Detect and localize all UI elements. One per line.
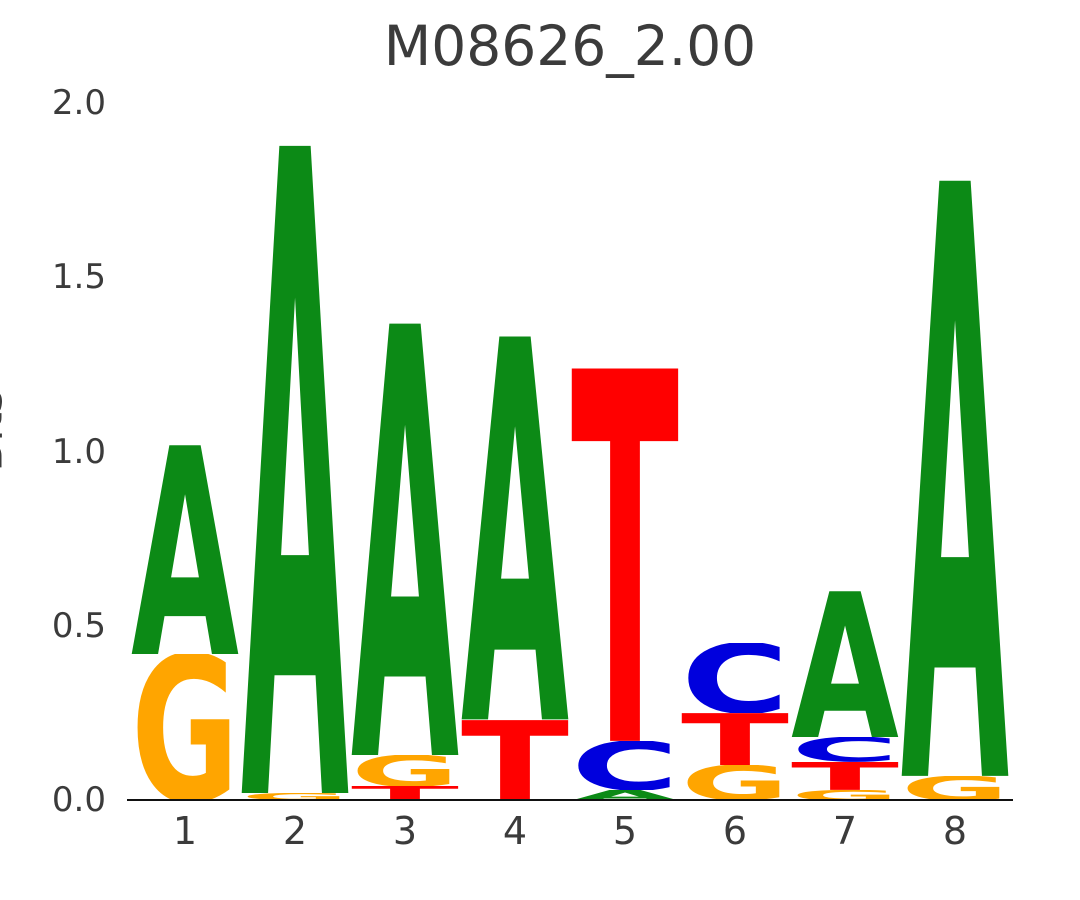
svg-text:A: A bbox=[791, 591, 899, 737]
logo-letter-T: T bbox=[351, 786, 459, 800]
x-tick-label: 2 bbox=[282, 809, 308, 853]
svg-text:C: C bbox=[571, 741, 679, 790]
logo-letter-A: A bbox=[351, 323, 459, 755]
y-tick-label: 1.5 bbox=[51, 257, 106, 298]
svg-text:G: G bbox=[351, 755, 459, 786]
x-tick-label: 8 bbox=[942, 809, 968, 853]
logo-letter-A: A bbox=[901, 180, 1009, 776]
logo-letter-C: C bbox=[571, 741, 679, 790]
logo-letter-A: A bbox=[571, 790, 679, 800]
logo-letter-C: C bbox=[791, 737, 899, 761]
logo-letter-G: G bbox=[791, 790, 899, 800]
logo-letter-A: A bbox=[241, 145, 349, 793]
chart-title: M08626_2.00 bbox=[383, 14, 757, 78]
logo-letter-G: G bbox=[351, 755, 459, 786]
logo-letter-T: T bbox=[791, 762, 899, 790]
svg-text:A: A bbox=[131, 445, 239, 654]
svg-text:G: G bbox=[901, 776, 1009, 800]
logo-letter-T: T bbox=[571, 368, 679, 741]
x-tick-label: 7 bbox=[832, 809, 858, 853]
svg-text:G: G bbox=[681, 765, 789, 800]
y-tick-label: 1.0 bbox=[51, 431, 106, 472]
svg-text:C: C bbox=[791, 737, 899, 761]
logo-letter-C: C bbox=[681, 643, 789, 713]
y-tick-label: 0.5 bbox=[51, 605, 106, 646]
svg-text:G: G bbox=[791, 790, 899, 800]
svg-text:G: G bbox=[131, 654, 239, 800]
svg-text:G: G bbox=[241, 793, 349, 800]
svg-text:A: A bbox=[461, 336, 569, 719]
svg-text:T: T bbox=[791, 762, 899, 790]
logo-letter-G: G bbox=[901, 776, 1009, 800]
logo-letter-G: G bbox=[241, 793, 349, 800]
x-tick-label: 5 bbox=[612, 809, 638, 853]
svg-text:A: A bbox=[901, 180, 1009, 776]
logo-letter-A: A bbox=[461, 336, 569, 719]
y-tick-label: 2.0 bbox=[51, 83, 106, 123]
y-tick-label: 0.0 bbox=[51, 780, 106, 820]
logo-letter-A: A bbox=[131, 445, 239, 654]
logo-letter-G: G bbox=[681, 765, 789, 800]
svg-text:C: C bbox=[681, 643, 789, 713]
svg-text:T: T bbox=[351, 786, 459, 800]
svg-text:T: T bbox=[461, 720, 569, 800]
svg-text:A: A bbox=[351, 323, 459, 755]
x-tick-label: 6 bbox=[722, 809, 748, 853]
x-tick-label: 1 bbox=[172, 809, 198, 853]
logo-letter-G: G bbox=[131, 654, 239, 800]
svg-text:A: A bbox=[241, 145, 349, 793]
logo-letter-A: A bbox=[791, 591, 899, 737]
x-tick-label: 3 bbox=[392, 809, 418, 853]
x-tick-label: 4 bbox=[502, 809, 528, 853]
logo-letter-T: T bbox=[681, 713, 789, 765]
logo-letter-T: T bbox=[461, 720, 569, 800]
x-axis-line bbox=[127, 799, 1013, 801]
svg-text:T: T bbox=[681, 713, 789, 765]
svg-text:T: T bbox=[571, 368, 679, 741]
svg-text:A: A bbox=[571, 790, 679, 800]
